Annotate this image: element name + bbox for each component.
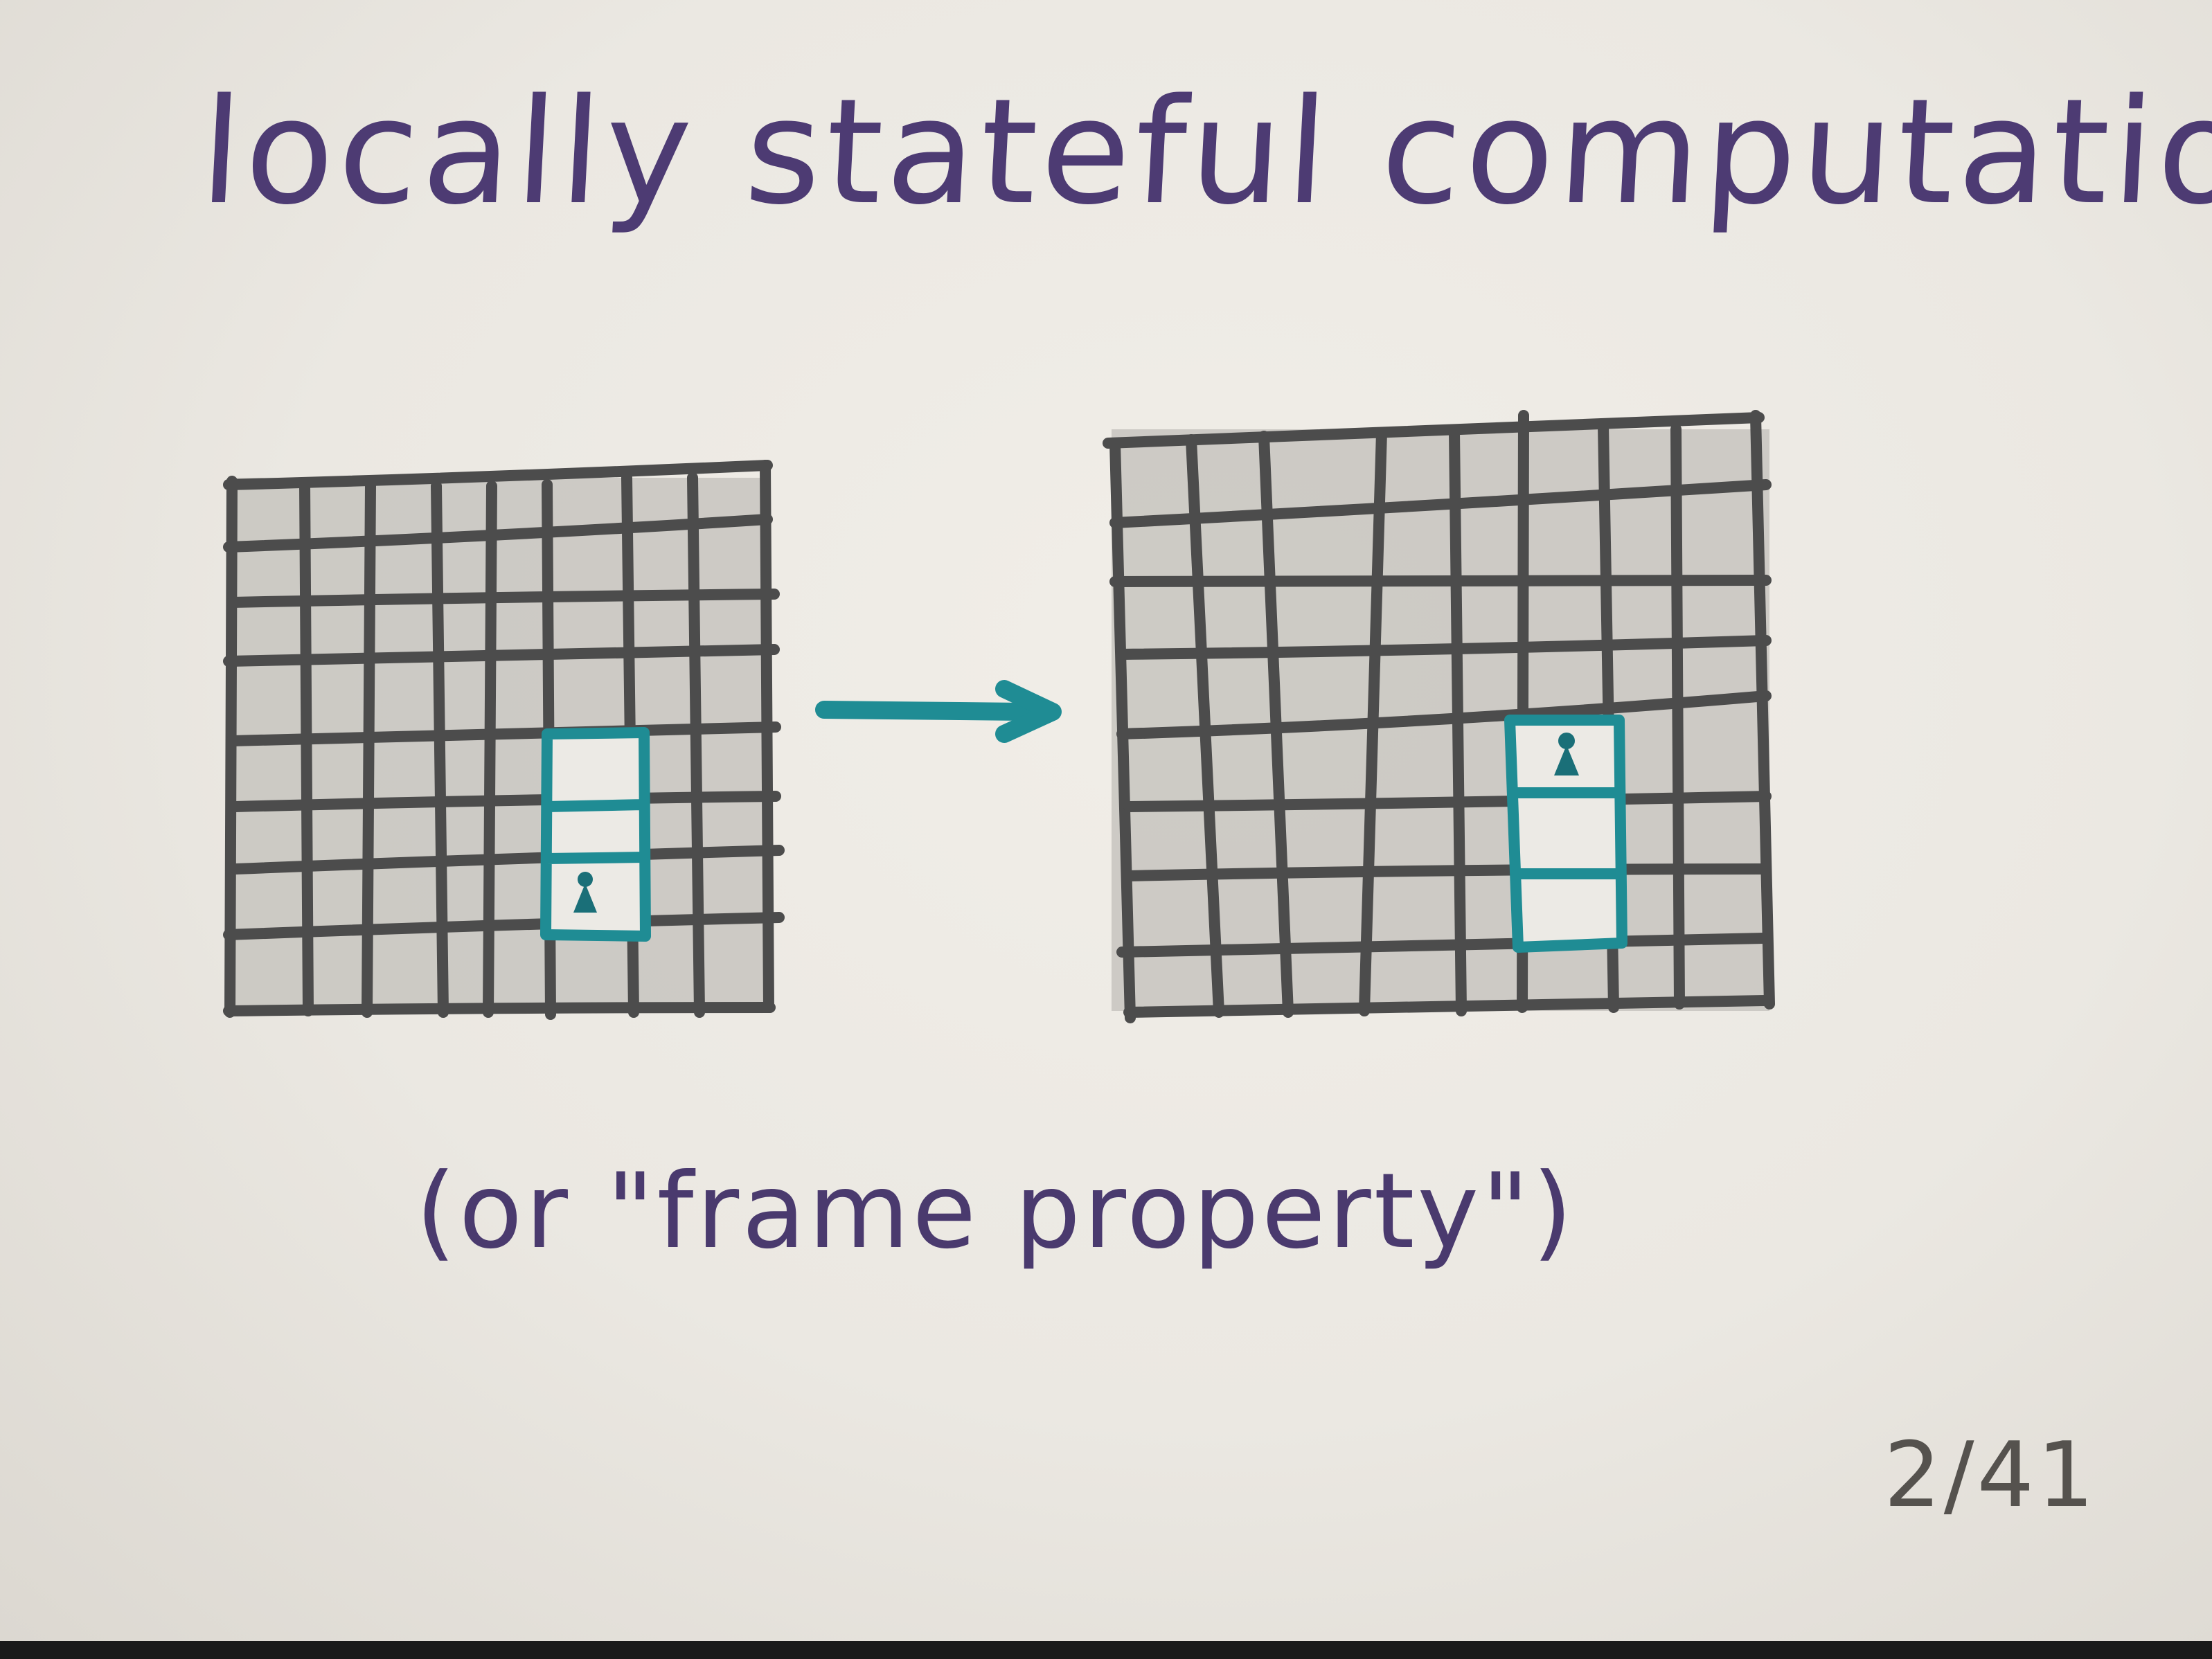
- keyhole-icon: [1554, 733, 1579, 775]
- slide-caption: (or "frame property"): [416, 1151, 1576, 1272]
- page-number: 2/41: [1884, 1422, 2097, 1527]
- keyhole-icon: [573, 872, 597, 913]
- grid-before-lines: [223, 460, 785, 1020]
- grid-before: [223, 460, 785, 1020]
- frame-before: [540, 727, 651, 942]
- grid-after: [1103, 410, 1775, 1023]
- arrow-right-icon: [815, 680, 1062, 743]
